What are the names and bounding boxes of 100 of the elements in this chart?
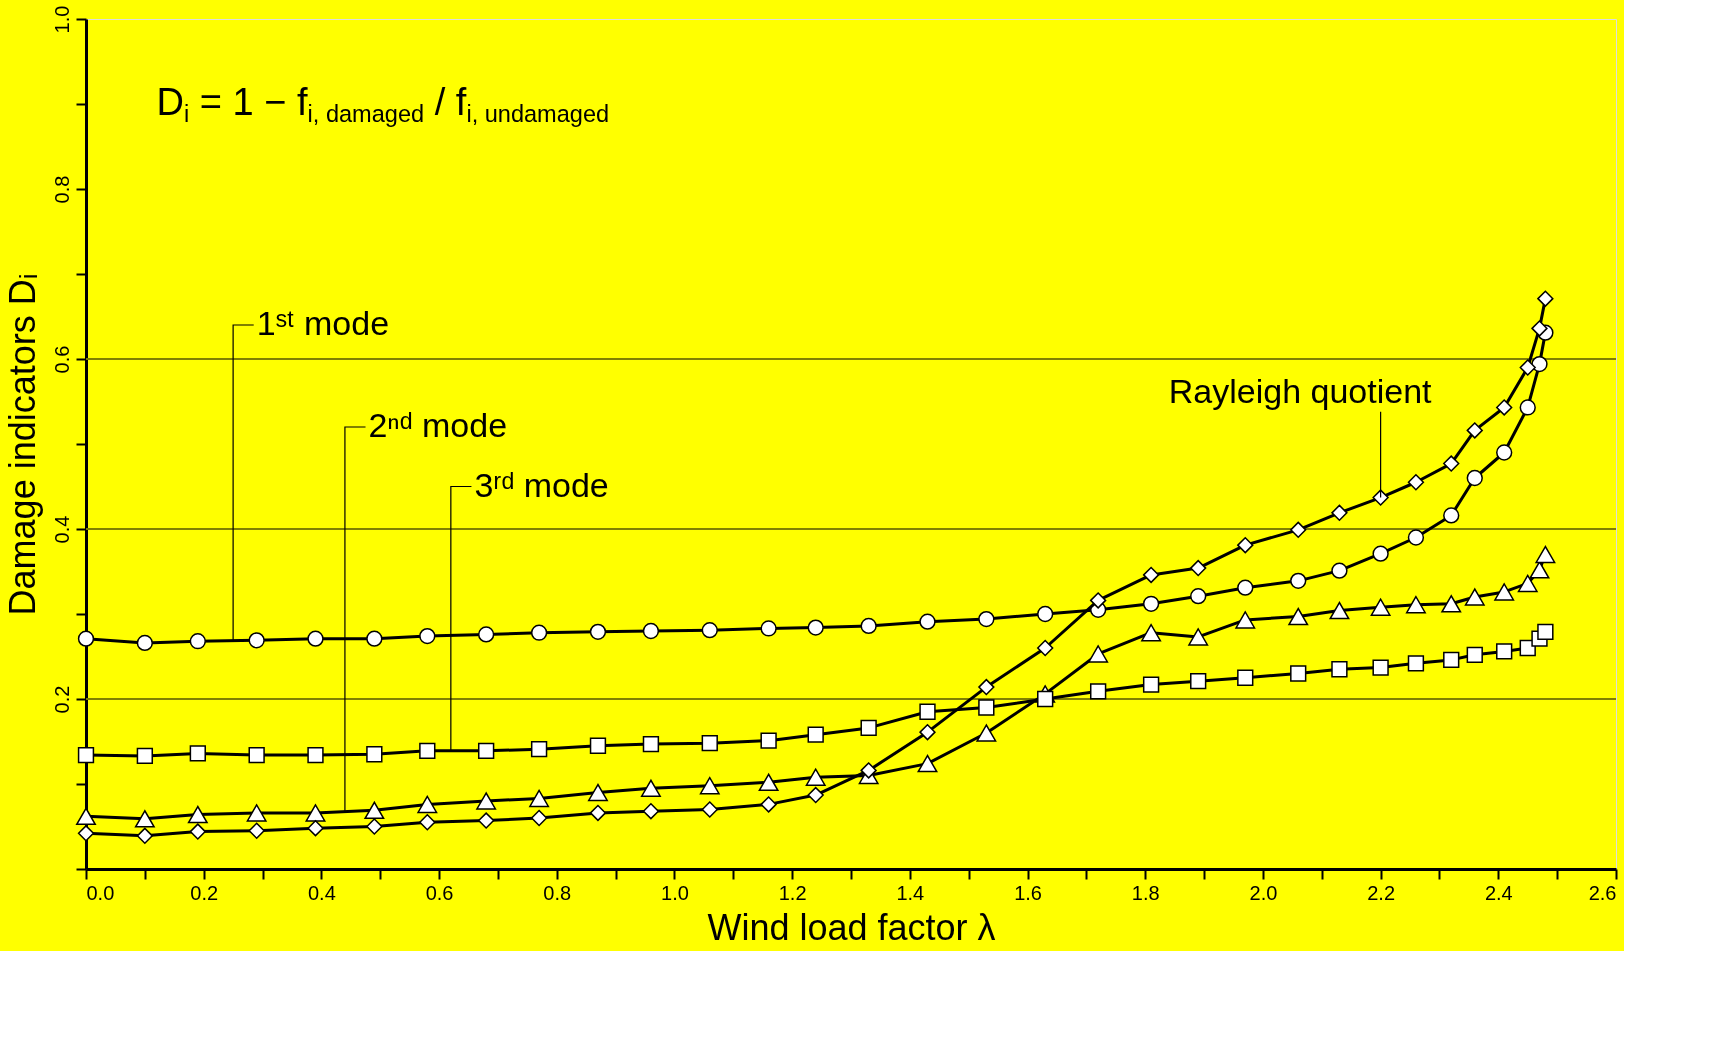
- point: [1466, 646, 1483, 663]
- text: 1ˢᵗ mode: [256, 304, 390, 342]
- point: [530, 740, 548, 758]
- point: [419, 814, 436, 831]
- x-tick-label: 2.0: [1249, 881, 1278, 904]
- point: [1190, 559, 1207, 577]
- point: [1290, 665, 1307, 682]
- point: [366, 818, 383, 835]
- point: [642, 803, 660, 820]
- x-tick-label: 0.4: [307, 881, 336, 904]
- y-axis-title: Damage indicators Dᵢ: [1, 273, 43, 616]
- x-tick-label: 0.8: [543, 881, 572, 904]
- point: [642, 735, 660, 753]
- point: [589, 737, 607, 754]
- x-tick-label: 2.6: [1588, 881, 1617, 904]
- point: [476, 792, 497, 810]
- point: [1290, 521, 1307, 539]
- point: [1142, 595, 1160, 612]
- point: [760, 732, 777, 749]
- point: [307, 746, 324, 764]
- point: [1372, 489, 1389, 506]
- point: [640, 779, 661, 797]
- point: [1494, 583, 1515, 601]
- point: [1441, 595, 1462, 613]
- point: [136, 747, 154, 765]
- point: [1407, 529, 1425, 546]
- point: [1142, 676, 1160, 693]
- point: [1407, 655, 1425, 672]
- x-axis-title: Wind load factor λ: [707, 906, 996, 948]
- point: [1370, 598, 1391, 616]
- point: [1517, 574, 1538, 593]
- point: [477, 626, 495, 643]
- point: [530, 809, 548, 827]
- point: [589, 623, 607, 640]
- point: [77, 825, 95, 842]
- point: [860, 617, 877, 635]
- point: [807, 726, 824, 743]
- point: [419, 742, 436, 760]
- point: [477, 812, 495, 829]
- point: [805, 768, 826, 786]
- point: [1190, 672, 1207, 690]
- point: [1188, 628, 1209, 646]
- x-tick-label: 0.0: [86, 881, 115, 904]
- point: [1089, 592, 1107, 609]
- x-tick-label: 2.2: [1367, 881, 1396, 904]
- point: [1496, 643, 1513, 660]
- point: [860, 719, 877, 737]
- point: [919, 723, 936, 741]
- point: [1496, 399, 1513, 416]
- x-tick-label: 1.2: [778, 881, 807, 904]
- x-tick-label: 1.4: [896, 881, 925, 904]
- point: [529, 789, 550, 808]
- x-tick-label: 1.8: [1131, 881, 1160, 904]
- point: [248, 632, 265, 649]
- point: [976, 724, 997, 742]
- point: [1535, 545, 1556, 564]
- point: [134, 810, 155, 828]
- point: [246, 804, 267, 822]
- point: [76, 807, 96, 826]
- x-tick-label: 0.6: [425, 881, 454, 904]
- point: [248, 746, 265, 764]
- point: [978, 678, 995, 696]
- point: [187, 805, 208, 824]
- point: [1237, 579, 1254, 596]
- point: [1290, 572, 1307, 589]
- point: [189, 823, 206, 840]
- point: [1531, 355, 1548, 373]
- y-tick-label: 1.0: [50, 5, 73, 34]
- y-tick-label: 0.8: [50, 175, 73, 204]
- point: [530, 624, 548, 641]
- point: [758, 773, 779, 792]
- text: 2ⁿᵈ mode: [368, 406, 508, 444]
- y-tick-label: 0.2: [50, 685, 73, 714]
- point: [978, 610, 995, 628]
- point: [419, 627, 436, 645]
- point: [917, 754, 938, 773]
- text: 3ʳᵈ mode: [474, 465, 609, 504]
- point: [1407, 474, 1425, 491]
- point: [1531, 320, 1548, 337]
- x-tick-label: 0.2: [190, 881, 219, 904]
- point: [1088, 645, 1109, 663]
- point: [1142, 566, 1160, 584]
- point: [807, 619, 824, 636]
- point: [1141, 623, 1162, 642]
- point: [1529, 561, 1550, 579]
- y-tick-label: 0.6: [50, 345, 73, 374]
- point: [1037, 690, 1054, 708]
- point: [699, 776, 720, 795]
- point: [477, 742, 495, 760]
- point: [1235, 611, 1256, 629]
- point: [1443, 651, 1460, 669]
- point: [807, 786, 824, 804]
- point: [1237, 669, 1254, 686]
- point: [1331, 504, 1348, 522]
- x-tick-label: 2.4: [1484, 881, 1513, 904]
- series-label: Rayleigh quotient: [1168, 372, 1433, 410]
- point: [760, 620, 777, 637]
- point: [1466, 422, 1483, 439]
- point: [1496, 444, 1513, 461]
- point: [589, 804, 607, 822]
